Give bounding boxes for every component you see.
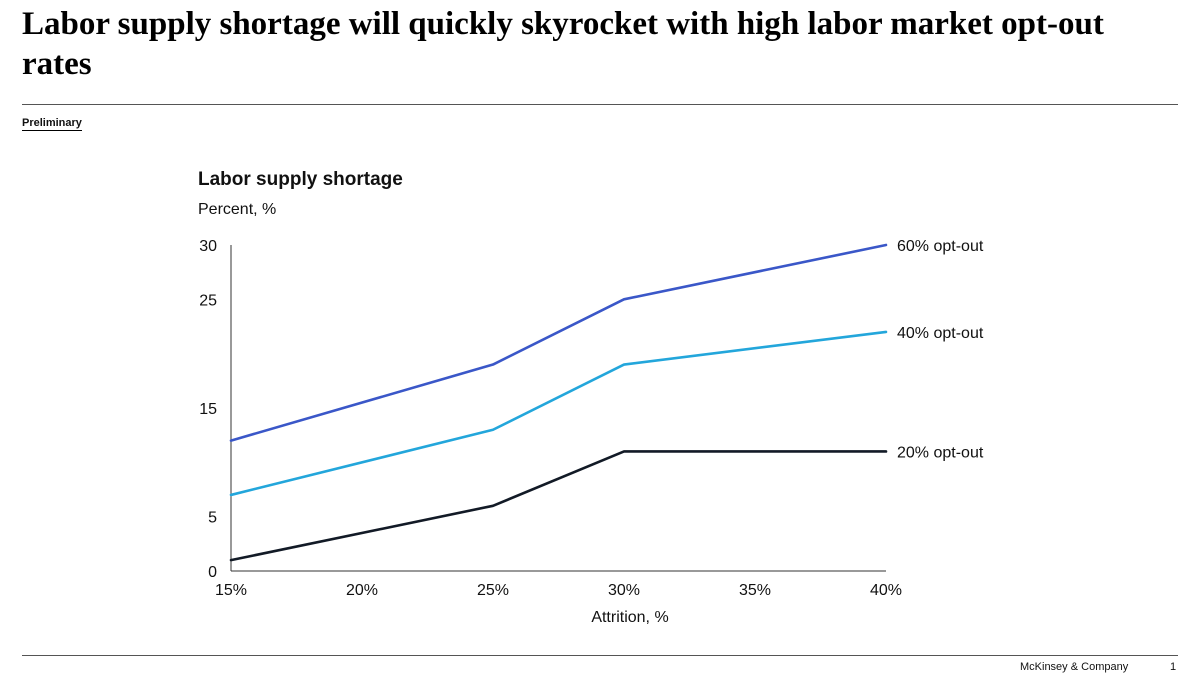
chart-title: Labor supply shortage bbox=[198, 169, 403, 190]
series-label-20-opt-out: 20% opt-out bbox=[897, 444, 984, 461]
x-tick-label: 30% bbox=[608, 582, 640, 599]
chart-labels: 0 5 15 25 30 15% 20% 25% 30% 35% 40% 60% opt-out 40%… bbox=[199, 238, 984, 599]
chart-axes bbox=[230, 245, 886, 572]
footer-divider bbox=[22, 655, 1178, 656]
series-label-60-opt-out: 60% opt-out bbox=[897, 238, 984, 255]
x-tick-label: 25% bbox=[477, 582, 509, 599]
page-number: 1 bbox=[1170, 661, 1177, 673]
x-tick-label: 40% bbox=[870, 582, 902, 599]
series-line-20-opt-out bbox=[229, 450, 888, 562]
preliminary-tag: Preliminary bbox=[22, 117, 82, 131]
y-tick-label: 25 bbox=[199, 292, 217, 309]
x-tick-label: 15% bbox=[215, 582, 247, 599]
chart-series bbox=[229, 243, 888, 562]
series-line-40-opt-out bbox=[229, 330, 888, 497]
y-tick-label: 30 bbox=[199, 238, 217, 255]
series-line-60-opt-out bbox=[229, 243, 888, 442]
x-tick-label: 35% bbox=[739, 582, 771, 599]
header-divider bbox=[22, 104, 1178, 105]
y-tick-label: 15 bbox=[199, 401, 217, 418]
x-axis-label: Attrition, % bbox=[591, 609, 669, 626]
y-tick-label: 0 bbox=[208, 564, 217, 581]
series-label-40-opt-out: 40% opt-out bbox=[897, 325, 984, 342]
y-axis-unit-label: Percent, % bbox=[198, 201, 277, 218]
page-title: Labor supply shortage will quickly skyro… bbox=[22, 6, 1104, 82]
y-tick-label: 5 bbox=[208, 510, 217, 527]
footer-brand: McKinsey & Company bbox=[1020, 661, 1129, 673]
x-tick-label: 20% bbox=[346, 582, 378, 599]
